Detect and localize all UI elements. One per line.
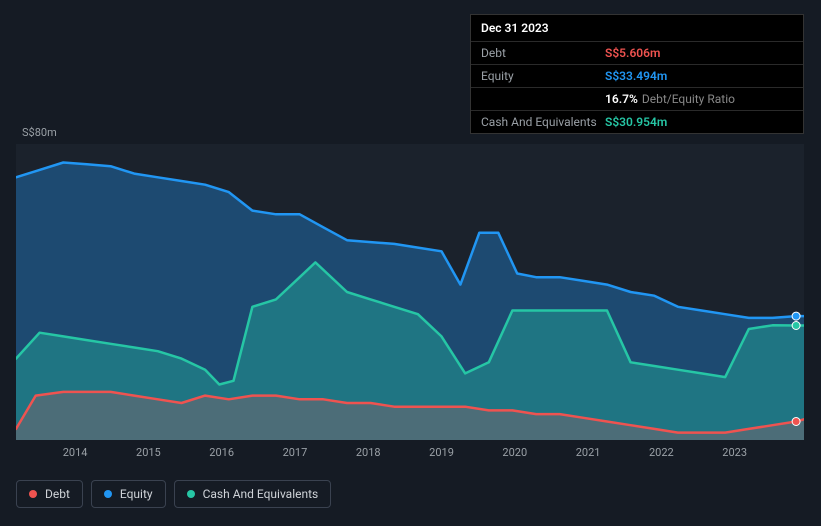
tooltip-row: EquityS$33.494m (471, 64, 803, 87)
legend-dot-equity (104, 490, 112, 498)
tooltip-row: Cash And EquivalentsS$30.954m (471, 110, 803, 133)
legend-item-equity[interactable]: Equity (91, 480, 166, 508)
tooltip-row-value: S$30.954m (605, 115, 667, 129)
legend-label-equity: Equity (120, 487, 153, 501)
tooltip-row-label: Equity (481, 69, 605, 83)
legend: Debt Equity Cash And Equivalents (16, 480, 331, 508)
x-tick: 2020 (502, 446, 527, 459)
legend-item-debt[interactable]: Debt (16, 480, 83, 508)
x-tick: 2017 (283, 446, 308, 459)
chart-container: Dec 31 2023 DebtS$5.606mEquityS$33.494m1… (0, 0, 821, 526)
x-tick: 2015 (136, 446, 161, 459)
tooltip-row-value: 16.7%Debt/Equity Ratio (605, 92, 735, 106)
legend-dot-cash (187, 490, 195, 498)
tooltip-row-label: Debt (481, 46, 605, 60)
tooltip-panel: Dec 31 2023 DebtS$5.606mEquityS$33.494m1… (470, 14, 804, 134)
x-tick: 2021 (576, 446, 601, 459)
x-tick: 2023 (722, 446, 747, 459)
legend-dot-debt (29, 490, 37, 498)
x-tick: 2019 (429, 446, 454, 459)
x-axis: 2014 2015 2016 2017 2018 2019 2020 2021 2022 2023 (16, 446, 804, 466)
legend-label-debt: Debt (45, 487, 70, 501)
x-tick: 2018 (356, 446, 381, 459)
x-tick: 2014 (63, 446, 88, 459)
y-tick-max: S$80m (22, 126, 57, 139)
legend-item-cash[interactable]: Cash And Equivalents (174, 480, 332, 508)
tooltip-row-value: S$5.606m (605, 46, 660, 60)
x-tick: 2016 (209, 446, 234, 459)
plot-svg (16, 144, 804, 440)
tooltip-row: 16.7%Debt/Equity Ratio (471, 87, 803, 110)
tooltip-row: DebtS$5.606m (471, 41, 803, 64)
chart-plot-area[interactable] (16, 144, 804, 440)
tooltip-row-extra: Debt/Equity Ratio (642, 92, 735, 106)
tooltip-row-label: Cash And Equivalents (481, 115, 605, 129)
tooltip-row-value: S$33.494m (605, 69, 667, 83)
tooltip-date: Dec 31 2023 (471, 15, 803, 41)
x-tick: 2022 (649, 446, 674, 459)
legend-label-cash: Cash And Equivalents (203, 487, 319, 501)
tooltip-row-label (481, 92, 605, 106)
